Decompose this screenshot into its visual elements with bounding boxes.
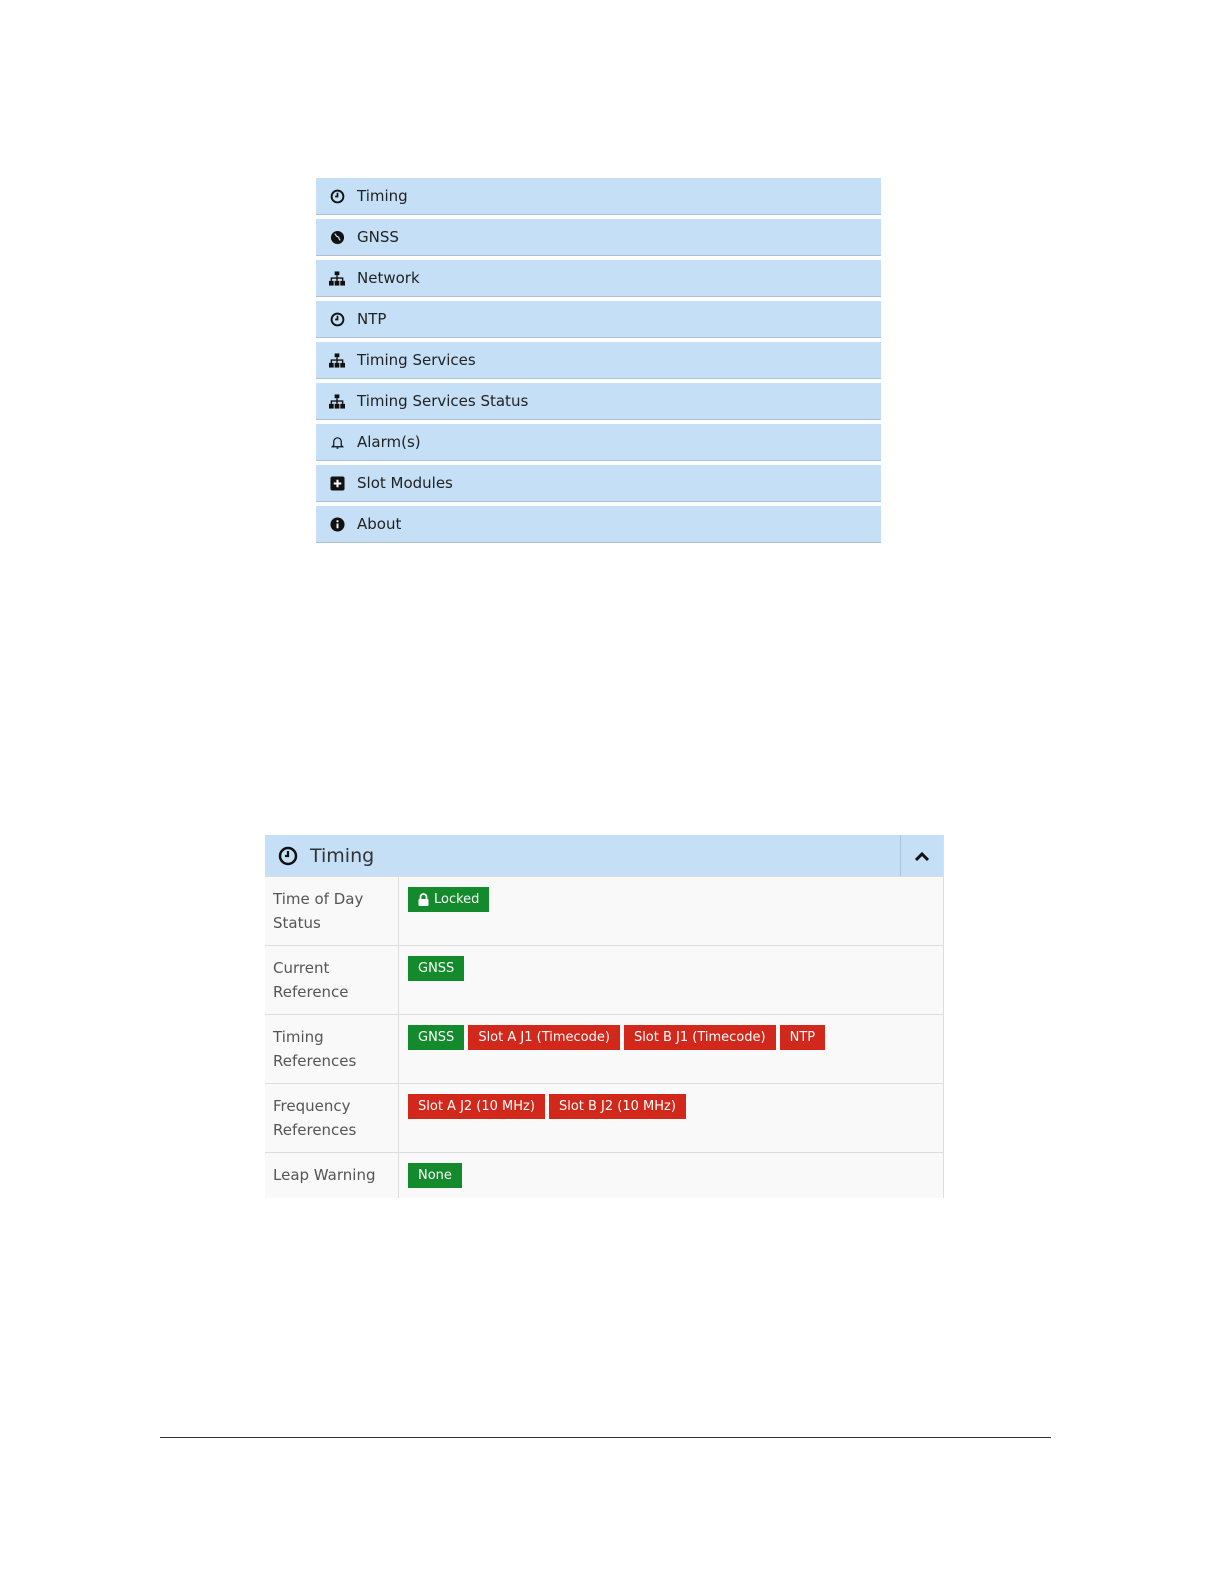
panel-title: Timing (310, 844, 375, 867)
sitemap-icon (329, 393, 345, 409)
clock-icon (278, 846, 298, 866)
status-badge: Slot B J1 (Timecode) (623, 1025, 776, 1050)
table-row: Leap Warning None (265, 1152, 943, 1198)
badge-text: Slot B J1 (Timecode) (633, 1030, 766, 1045)
table-row: Frequency References Slot A J2 (10 MHz) Sl… (265, 1083, 943, 1152)
row-value: Slot A J2 (10 MHz) Slot B J2 (10 MHz) (399, 1084, 943, 1152)
lock-icon (418, 893, 429, 906)
table-row: Timing References GNSS Slot A J1 (Timecode… (265, 1014, 943, 1083)
menu-item-label: GNSS (357, 228, 399, 246)
table-row: Current Reference GNSS (265, 945, 943, 1014)
chevron-up-icon (914, 851, 930, 861)
plus-square-icon (329, 475, 345, 491)
menu-item-timing[interactable]: Timing (316, 178, 881, 215)
table-row: Time of Day Status Locked (265, 876, 943, 945)
row-label: Current Reference (265, 946, 399, 1014)
row-value: None (399, 1153, 943, 1198)
menu-item-alarm-s[interactable]: Alarm(s) (316, 424, 881, 461)
status-badge: Locked (408, 887, 490, 912)
status-badge: Slot A J2 (10 MHz) (408, 1094, 545, 1119)
menu-item-network[interactable]: Network (316, 260, 881, 297)
badge-text: None (418, 1168, 452, 1183)
badge-text: Slot B J2 (10 MHz) (558, 1099, 676, 1114)
menu-item-label: Alarm(s) (357, 433, 421, 451)
globe-icon (329, 229, 345, 245)
row-value: Locked (399, 877, 943, 945)
footer-rule (160, 1437, 1051, 1438)
clock-icon (329, 188, 345, 204)
status-badge: Slot A J1 (Timecode) (468, 1025, 620, 1050)
collapse-button[interactable] (900, 835, 943, 876)
sitemap-icon (329, 270, 345, 286)
menu-item-label: Timing Services (357, 351, 476, 369)
timing-panel: Timing Time of Day Status Locked Current R… (265, 835, 944, 1198)
sitemap-icon (329, 352, 345, 368)
badge-text: GNSS (418, 961, 455, 976)
menu-item-gnss[interactable]: GNSS (316, 219, 881, 256)
badge-text: Locked (434, 892, 480, 907)
menu-item-label: NTP (357, 310, 387, 328)
menu-item-label: Network (357, 269, 420, 287)
menu-item-timing-services[interactable]: Timing Services (316, 342, 881, 379)
menu-item-about[interactable]: About (316, 506, 881, 543)
status-badge: None (408, 1163, 462, 1188)
info-circle-icon (329, 516, 345, 532)
badge-text: GNSS (418, 1030, 455, 1045)
badge-text: Slot A J2 (10 MHz) (418, 1099, 535, 1114)
timing-panel-header: Timing (265, 835, 943, 876)
row-label: Timing References (265, 1015, 399, 1083)
status-badge: Slot B J2 (10 MHz) (548, 1094, 686, 1119)
menu-item-label: About (357, 515, 402, 533)
menu-item-timing-services-status[interactable]: Timing Services Status (316, 383, 881, 420)
menu-item-label: Timing (357, 187, 408, 205)
row-label: Time of Day Status (265, 877, 399, 945)
clock-icon (329, 311, 345, 327)
menu-item-label: Slot Modules (357, 474, 453, 492)
status-badge: NTP (779, 1025, 826, 1050)
status-badge: GNSS (408, 956, 465, 981)
row-label: Leap Warning (265, 1153, 399, 1198)
bell-icon (329, 434, 345, 450)
menu-item-ntp[interactable]: NTP (316, 301, 881, 338)
row-label: Frequency References (265, 1084, 399, 1152)
badge-text: Slot A J1 (Timecode) (478, 1030, 610, 1045)
row-value: GNSS Slot A J1 (Timecode) Slot B J1 (Timec… (399, 1015, 943, 1083)
badge-text: NTP (789, 1030, 816, 1045)
menu-item-label: Timing Services Status (357, 392, 529, 410)
menu-item-slot-modules[interactable]: Slot Modules (316, 465, 881, 502)
status-badge: GNSS (408, 1025, 465, 1050)
navigation-menu: Timing GNSS Network NTP Timing Services Timin… (316, 178, 881, 547)
row-value: GNSS (399, 946, 943, 1014)
